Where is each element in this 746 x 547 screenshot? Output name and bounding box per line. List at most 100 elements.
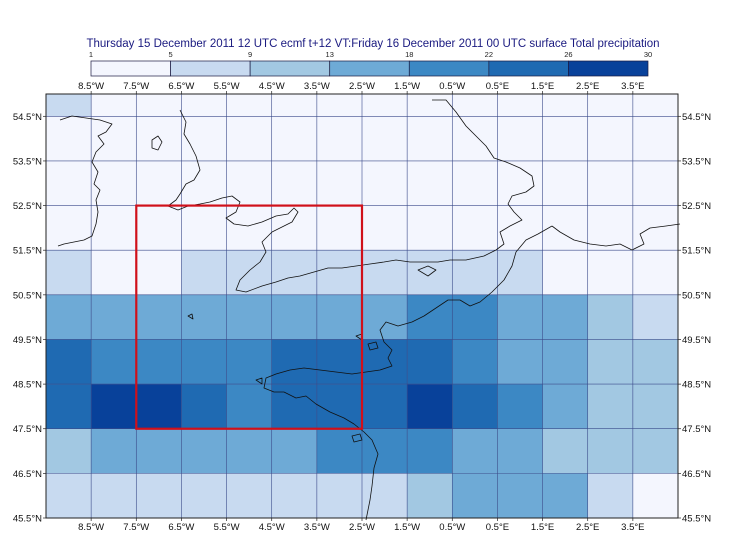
precip-cell bbox=[91, 473, 137, 518]
precip-cell bbox=[46, 294, 92, 340]
precip-cell bbox=[181, 94, 227, 117]
legend-break-label: 30 bbox=[644, 50, 652, 59]
precip-cell bbox=[407, 94, 453, 117]
lon-label-top: 4.5°W bbox=[259, 81, 285, 92]
lat-label-left: 53.5°N bbox=[13, 156, 42, 167]
legend-break-label: 22 bbox=[485, 50, 493, 59]
precip-cell bbox=[46, 384, 92, 429]
precip-cell bbox=[136, 160, 182, 206]
precip-cell bbox=[452, 473, 498, 518]
precip-cell bbox=[181, 250, 227, 295]
lon-label-top: 3.5°E bbox=[621, 81, 644, 92]
lat-label-right: 54.5°N bbox=[682, 112, 711, 123]
precip-cell bbox=[316, 250, 362, 295]
lon-label-top: 0.5°E bbox=[486, 81, 509, 92]
precip-cell bbox=[587, 473, 633, 518]
precip-cell bbox=[542, 205, 588, 251]
legend-break-label: 13 bbox=[326, 50, 334, 59]
precip-cell bbox=[632, 205, 678, 251]
precip-cell bbox=[91, 116, 137, 161]
precip-cell bbox=[362, 428, 408, 474]
precip-cell bbox=[587, 250, 633, 295]
axis-labels: 8.5°W 8.5°W 7.5°W 7.5°W 6.5°W 6.5°W 5.5°W 5.5°W… bbox=[13, 81, 711, 533]
lon-label-bottom: 3.5°E bbox=[621, 522, 644, 533]
coastline-ireland bbox=[57, 115, 113, 247]
lon-label-top: 0.5°W bbox=[439, 81, 465, 92]
lon-label-bottom: 0.5°W bbox=[439, 522, 465, 533]
precip-cell bbox=[407, 428, 453, 474]
lon-label-bottom: 1.5°W bbox=[394, 522, 420, 533]
precip-cell bbox=[91, 160, 137, 206]
precip-cell bbox=[271, 205, 317, 251]
legend-swatch bbox=[568, 60, 649, 77]
precip-cell bbox=[316, 294, 362, 340]
lat-label-left: 47.5°N bbox=[13, 424, 42, 435]
precip-cell bbox=[542, 94, 588, 117]
precip-cell bbox=[362, 116, 408, 161]
precip-cell bbox=[362, 205, 408, 251]
lon-label-top: 7.5°W bbox=[123, 81, 149, 92]
precip-cell bbox=[407, 339, 453, 385]
precip-cell bbox=[46, 339, 92, 385]
coastline-north-france bbox=[263, 225, 553, 521]
precip-cell bbox=[271, 160, 317, 206]
precip-cell bbox=[587, 294, 633, 340]
precip-cell bbox=[46, 250, 92, 295]
precip-cell bbox=[181, 473, 227, 518]
precip-cell bbox=[136, 250, 182, 295]
precip-cell bbox=[632, 339, 678, 385]
highlight-box bbox=[135, 204, 364, 430]
precip-cell bbox=[497, 384, 543, 429]
precip-cell bbox=[632, 94, 678, 117]
precip-cell bbox=[316, 205, 362, 251]
precip-cell bbox=[181, 160, 227, 206]
precip-cell bbox=[91, 250, 137, 295]
precip-cell bbox=[91, 205, 137, 251]
precip-cell bbox=[91, 94, 137, 117]
lat-label-left: 54.5°N bbox=[13, 112, 42, 123]
precip-cell bbox=[271, 384, 317, 429]
precip-cell bbox=[497, 473, 543, 518]
map-title: Thursday 15 December 2011 12 UTC ecmf t+… bbox=[86, 38, 660, 50]
precip-cell bbox=[632, 384, 678, 429]
lon-label-bottom: 3.5°W bbox=[304, 522, 330, 533]
legend-break-label: 18 bbox=[405, 50, 413, 59]
lat-label-right: 46.5°N bbox=[682, 469, 711, 480]
coastline-isle-of-man bbox=[151, 135, 163, 151]
coastline-france bbox=[551, 223, 681, 251]
precip-cell bbox=[226, 294, 272, 340]
precip-cell bbox=[452, 205, 498, 251]
precip-cell bbox=[226, 384, 272, 429]
lon-label-top: 1.5°E bbox=[531, 81, 554, 92]
precip-cell bbox=[136, 94, 182, 117]
precip-cell bbox=[91, 428, 137, 474]
lon-label-top: 6.5°W bbox=[168, 81, 194, 92]
lon-label-top: 8.5°W bbox=[78, 81, 104, 92]
precip-cell bbox=[497, 428, 543, 474]
legend-swatch bbox=[488, 60, 569, 77]
coastline-jersey bbox=[367, 341, 379, 351]
precip-cell bbox=[542, 473, 588, 518]
lon-label-bottom: 1.5°E bbox=[531, 522, 554, 533]
legend-break-label: 9 bbox=[248, 50, 252, 59]
precip-cell bbox=[362, 294, 408, 340]
highlight-box-layer bbox=[135, 204, 364, 430]
precip-cell bbox=[136, 205, 182, 251]
precip-cell bbox=[226, 160, 272, 206]
lon-label-top: 1.5°W bbox=[394, 81, 420, 92]
lat-label-left: 49.5°N bbox=[13, 335, 42, 346]
precip-cell bbox=[46, 116, 92, 161]
precip-cell bbox=[181, 294, 227, 340]
precip-cell bbox=[542, 428, 588, 474]
precip-cell bbox=[542, 160, 588, 206]
precip-cell bbox=[91, 339, 137, 385]
precip-cell bbox=[587, 160, 633, 206]
precip-cell bbox=[587, 205, 633, 251]
precip-cell bbox=[452, 94, 498, 117]
precip-cell bbox=[542, 339, 588, 385]
precip-cell bbox=[271, 339, 317, 385]
precip-cell bbox=[407, 250, 453, 295]
lon-label-bottom: 7.5°W bbox=[123, 522, 149, 533]
precip-cell bbox=[271, 294, 317, 340]
